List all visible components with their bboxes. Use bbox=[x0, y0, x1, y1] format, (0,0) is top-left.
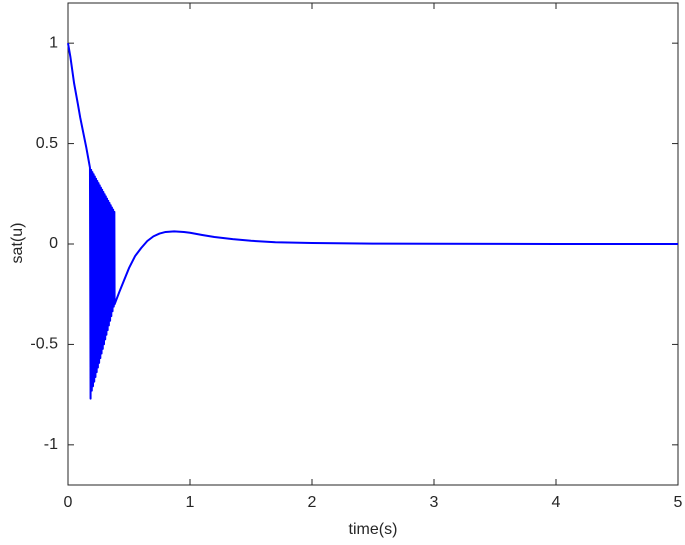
y-tick-label: -0.5 bbox=[30, 336, 58, 353]
x-tick-label: 3 bbox=[430, 494, 439, 511]
x-tick-label: 1 bbox=[186, 494, 195, 511]
x-tick-label: 4 bbox=[552, 494, 561, 511]
x-tick-label: 5 bbox=[674, 494, 683, 511]
line bbox=[67, 42, 678, 400]
x-tick-label: 2 bbox=[308, 494, 317, 511]
y-tick-label: 1 bbox=[49, 34, 58, 51]
y-tick-label: -1 bbox=[44, 436, 58, 453]
x-tick-label: 0 bbox=[64, 494, 73, 511]
y-tick-label: 0 bbox=[49, 235, 58, 252]
y-tick-label: 0.5 bbox=[36, 135, 58, 152]
y-axis-label: sat(u) bbox=[9, 223, 26, 264]
x-axis-label: time(s) bbox=[349, 521, 398, 538]
